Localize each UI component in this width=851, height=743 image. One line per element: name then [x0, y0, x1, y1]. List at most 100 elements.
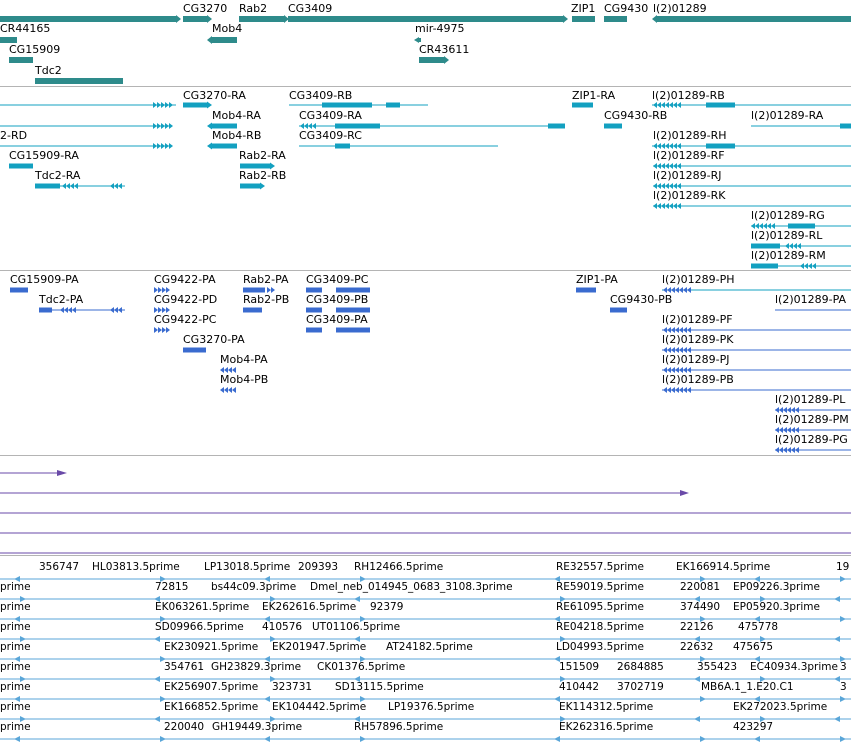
exon-chevron[interactable] — [118, 183, 122, 189]
protein-label[interactable]: CG9422-PD — [154, 293, 218, 306]
est-label[interactable]: EK166852.5prime — [164, 701, 259, 713]
exon-chevron[interactable] — [166, 287, 170, 293]
feature-bar[interactable] — [336, 327, 370, 333]
feature-bar[interactable] — [0, 16, 176, 22]
gene-label[interactable]: Tdc2 — [35, 64, 62, 77]
est-arrow[interactable] — [14, 616, 20, 622]
exon-chevron[interactable] — [165, 123, 169, 129]
est-arrow[interactable] — [360, 576, 366, 582]
strand-arrow[interactable] — [414, 37, 419, 43]
feature-bar[interactable] — [239, 16, 284, 22]
transcript-label[interactable]: Tdc2-RA — [35, 169, 81, 182]
est-arrow[interactable] — [834, 676, 840, 682]
exon-chevron[interactable] — [232, 387, 236, 393]
exon-chevron[interactable] — [775, 447, 779, 453]
transcript-label[interactable]: Rab2-RB — [239, 169, 287, 182]
feature-bar[interactable] — [0, 37, 17, 43]
est-label[interactable]: 475778 — [738, 621, 779, 633]
est-arrow[interactable] — [154, 716, 160, 722]
est-label[interactable]: 151509 — [559, 661, 600, 673]
feature-bar[interactable] — [306, 287, 322, 293]
exon-chevron[interactable] — [312, 123, 316, 129]
strand-arrow[interactable] — [444, 56, 449, 64]
est-label[interactable]: 410576 — [262, 621, 303, 633]
est-label[interactable]: 220081 — [680, 581, 721, 593]
exon-chevron[interactable] — [797, 243, 801, 249]
exon-chevron[interactable] — [72, 307, 76, 313]
protein-label[interactable]: l(2)01289-PB — [662, 373, 734, 386]
exon-chevron[interactable] — [679, 287, 683, 293]
exon-chevron[interactable] — [687, 387, 691, 393]
feature-bar[interactable] — [572, 16, 595, 22]
feature-bar[interactable] — [788, 223, 815, 229]
exon-chevron[interactable] — [808, 263, 812, 269]
est-arrow[interactable] — [760, 676, 766, 682]
est-label[interactable]: SD09966.5prime — [155, 621, 244, 633]
exon-chevron[interactable] — [671, 367, 675, 373]
protein-label[interactable]: l(2)01289-PF — [662, 313, 733, 326]
exon-chevron[interactable] — [157, 143, 161, 149]
est-arrow[interactable] — [560, 676, 566, 682]
exon-chevron[interactable] — [657, 203, 661, 209]
est-label[interactable]: 475675 — [733, 641, 774, 653]
exon-chevron[interactable] — [66, 183, 70, 189]
exon-chevron[interactable] — [657, 143, 661, 149]
exon-chevron[interactable] — [665, 163, 669, 169]
est-label[interactable]: EK272023.5prime — [733, 701, 828, 713]
protein-label[interactable]: CG3409-PA — [306, 313, 368, 326]
est-label[interactable]: prime — [0, 601, 31, 613]
transcript-label[interactable]: l(2)01289-RG — [751, 209, 825, 222]
strand-arrow[interactable] — [207, 101, 212, 109]
gene-label[interactable]: CG15909 — [9, 43, 61, 56]
est-arrow[interactable] — [700, 696, 706, 702]
est-arrow[interactable] — [694, 636, 700, 642]
est-arrow[interactable] — [554, 656, 560, 662]
feature-bar[interactable] — [657, 16, 851, 22]
feature-bar[interactable] — [183, 102, 207, 108]
feature-bar[interactable] — [183, 347, 206, 353]
protein-label[interactable]: Mob4-PB — [220, 373, 269, 386]
exon-chevron[interactable] — [791, 427, 795, 433]
est-arrow[interactable] — [754, 576, 760, 582]
est-label[interactable]: RE04218.5prime — [556, 621, 644, 633]
exon-chevron[interactable] — [153, 123, 157, 129]
exon-chevron[interactable] — [169, 102, 173, 108]
est-label[interactable]: Dmel_neb_014945_0683_3108.3prime — [310, 581, 513, 593]
transcript-label[interactable]: 2-RD — [0, 129, 28, 142]
feature-bar[interactable] — [335, 143, 350, 149]
est-label[interactable]: 355423 — [697, 661, 738, 673]
exon-chevron[interactable] — [667, 327, 671, 333]
exon-chevron[interactable] — [657, 183, 661, 189]
exon-chevron[interactable] — [154, 287, 158, 293]
protein-label[interactable]: CG3409-PB — [306, 293, 369, 306]
feature-bar[interactable] — [212, 37, 237, 43]
feature-bar[interactable] — [39, 307, 52, 313]
exon-chevron[interactable] — [60, 307, 64, 313]
exon-chevron[interactable] — [675, 367, 679, 373]
feature-bar[interactable] — [706, 102, 735, 108]
strand-arrow[interactable] — [563, 15, 568, 23]
est-arrow[interactable] — [554, 736, 560, 742]
protein-label[interactable]: l(2)01289-PK — [662, 333, 734, 346]
est-arrow[interactable] — [760, 716, 766, 722]
exon-chevron[interactable] — [675, 287, 679, 293]
exon-chevron[interactable] — [677, 183, 681, 189]
est-label[interactable]: EC40934.3prime — [750, 661, 838, 673]
est-label[interactable]: prime — [0, 701, 31, 713]
est-arrow[interactable] — [754, 696, 760, 702]
transcript-label[interactable]: CG3409-RB — [289, 89, 353, 102]
strand-arrow[interactable] — [207, 15, 212, 23]
est-arrow[interactable] — [360, 656, 366, 662]
est-label[interactable]: EK262616.5prime — [262, 601, 357, 613]
exon-chevron[interactable] — [671, 287, 675, 293]
exon-chevron[interactable] — [165, 143, 169, 149]
exon-chevron[interactable] — [653, 183, 657, 189]
feature-bar[interactable] — [419, 38, 421, 42]
exon-chevron[interactable] — [791, 447, 795, 453]
est-arrow[interactable] — [160, 696, 166, 702]
est-label[interactable]: MB6A.1_1.E20.C1 — [701, 681, 794, 693]
exon-chevron[interactable] — [800, 263, 804, 269]
exon-chevron[interactable] — [166, 327, 170, 333]
feature-bar[interactable] — [306, 307, 322, 313]
feature-bar[interactable] — [840, 123, 851, 129]
